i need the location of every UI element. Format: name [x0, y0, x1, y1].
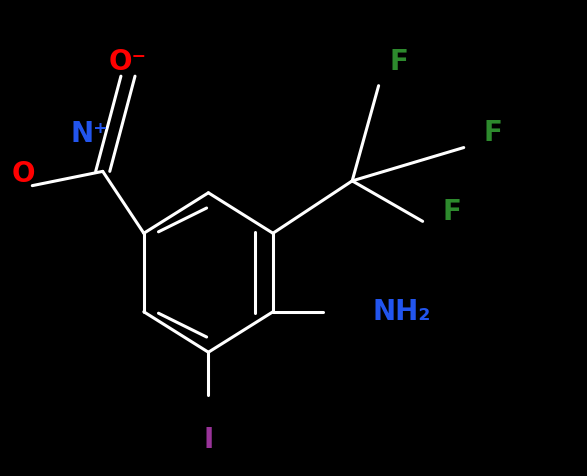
Text: N⁺: N⁺ [70, 120, 108, 148]
Text: F: F [443, 198, 461, 226]
Text: I: I [203, 426, 214, 454]
Text: O⁻: O⁻ [109, 48, 147, 76]
Text: O: O [12, 160, 35, 188]
Text: F: F [484, 119, 502, 147]
Text: NH₂: NH₂ [373, 298, 431, 326]
Text: F: F [390, 48, 409, 76]
